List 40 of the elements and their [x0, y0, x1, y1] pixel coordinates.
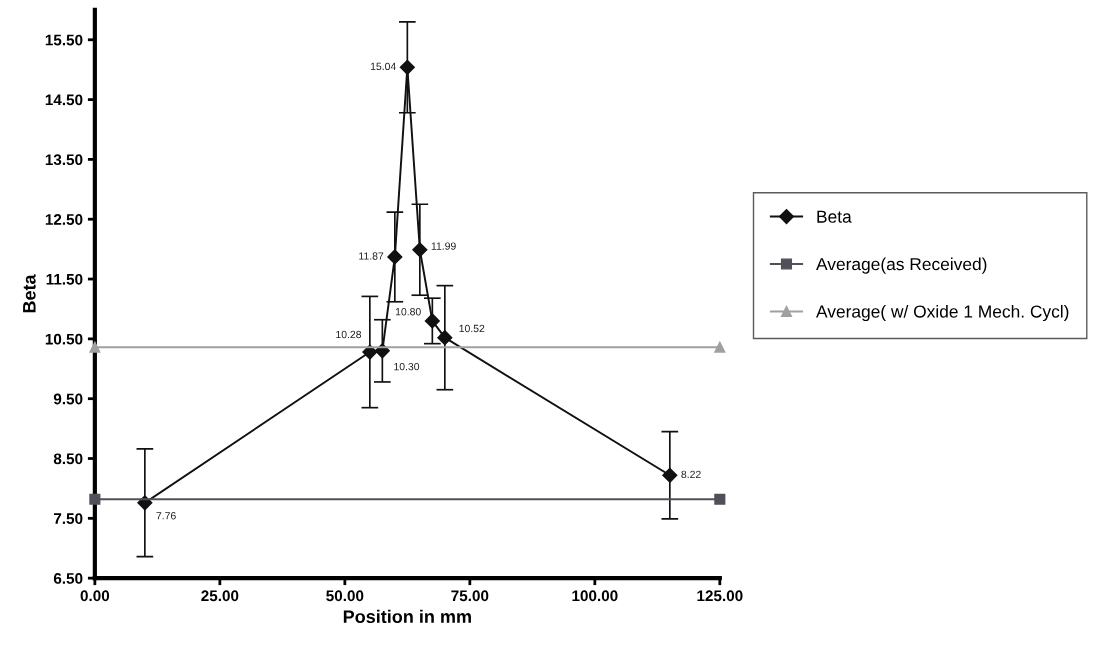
point — [399, 59, 415, 75]
data-label: 11.99 — [431, 242, 456, 250]
y-tick-label: 14.50 — [45, 94, 83, 106]
data-label: 10.28 — [336, 330, 362, 339]
data-label: 10.80 — [395, 308, 421, 316]
data-label: 11.87 — [359, 252, 384, 260]
point — [437, 330, 453, 346]
x-tick-label: 0.00 — [80, 590, 110, 602]
y-tick-label: 13.50 — [45, 154, 83, 166]
legend-label: Beta — [817, 210, 852, 223]
legend-label: Average(as Received) — [816, 257, 987, 274]
data-label: 7.76 — [156, 512, 176, 520]
y-axis-title: Beta — [23, 274, 36, 313]
y-tick-label: 11.50 — [46, 273, 83, 285]
point — [714, 493, 726, 505]
y-tick-label: 7.50 — [53, 513, 83, 525]
x-tick-label: 25.00 — [201, 590, 239, 602]
point — [662, 467, 678, 483]
point — [714, 341, 726, 353]
data-label: 15.04 — [370, 62, 396, 71]
x-axis-title: Position in mm — [343, 609, 471, 624]
y-tick-label: 15.50 — [45, 34, 83, 46]
y-tick-label: 8.50 — [53, 453, 83, 465]
point — [387, 249, 403, 265]
x-tick-label: 100.00 — [572, 590, 618, 602]
data-label: 8.22 — [681, 470, 701, 479]
y-tick-label: 12.50 — [45, 214, 83, 225]
y-tick-label: 6.50 — [53, 573, 83, 584]
x-tick-label: 50.00 — [326, 590, 364, 602]
point — [89, 493, 101, 505]
x-tick-label: 75.00 — [451, 590, 489, 602]
data-label: 10.30 — [394, 362, 420, 371]
data-label: 10.52 — [459, 324, 485, 333]
point — [89, 341, 101, 353]
legend-label: Average( w/ Oxide 1 Mech. Cycl) — [816, 304, 1069, 322]
y-tick-label: 10.50 — [45, 333, 83, 345]
y-tick-label: 9.50 — [53, 393, 83, 405]
x-tick-label: 125.00 — [697, 590, 743, 602]
point — [424, 313, 440, 329]
point — [412, 242, 428, 258]
